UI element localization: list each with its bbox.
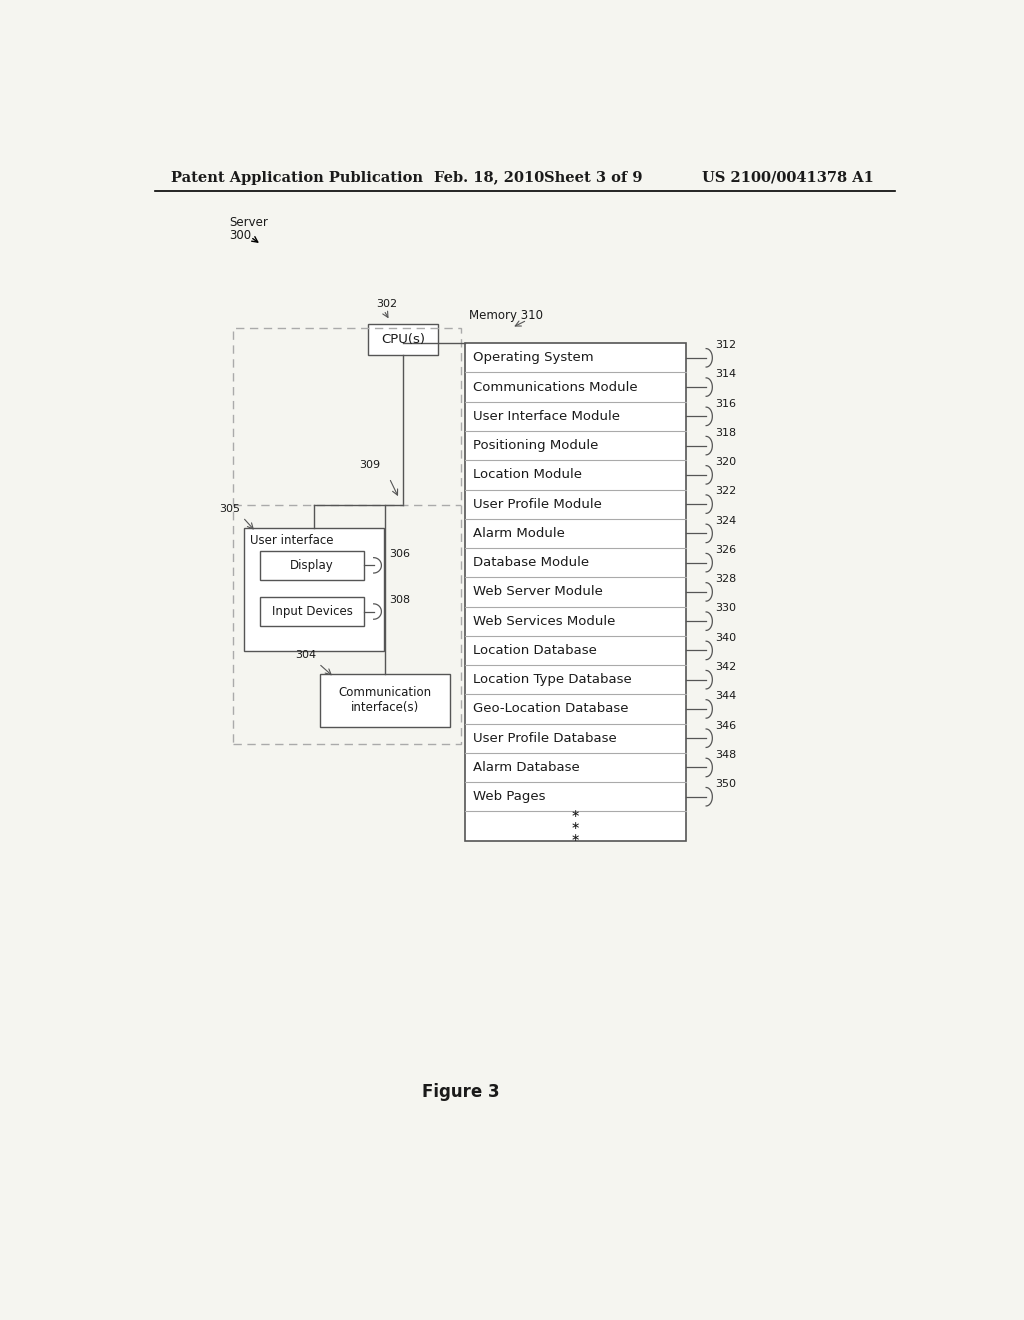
Text: User Profile Database: User Profile Database xyxy=(473,731,616,744)
Text: 306: 306 xyxy=(389,549,411,560)
Text: 302: 302 xyxy=(376,298,397,309)
Text: User Profile Module: User Profile Module xyxy=(473,498,602,511)
Text: 309: 309 xyxy=(358,461,380,470)
Text: Alarm Module: Alarm Module xyxy=(473,527,565,540)
Text: CPU(s): CPU(s) xyxy=(381,333,425,346)
Text: 304: 304 xyxy=(295,651,316,660)
Text: Display: Display xyxy=(290,558,334,572)
Text: Location Database: Location Database xyxy=(473,644,597,657)
Text: 318: 318 xyxy=(716,428,736,438)
Text: Location Module: Location Module xyxy=(473,469,582,482)
Text: 340: 340 xyxy=(716,632,736,643)
Text: Sheet 3 of 9: Sheet 3 of 9 xyxy=(544,170,643,185)
Text: 350: 350 xyxy=(716,779,736,789)
Text: Location Type Database: Location Type Database xyxy=(473,673,632,686)
Text: User Interface Module: User Interface Module xyxy=(473,409,620,422)
Bar xyxy=(369,323,438,355)
Text: Geo-Location Database: Geo-Location Database xyxy=(473,702,629,715)
Text: 322: 322 xyxy=(716,487,736,496)
Bar xyxy=(245,528,384,651)
Text: Web Pages: Web Pages xyxy=(473,791,546,804)
Text: Communications Module: Communications Module xyxy=(473,380,638,393)
Text: Communication
interface(s): Communication interface(s) xyxy=(338,686,431,714)
Text: Positioning Module: Positioning Module xyxy=(473,440,598,453)
Text: Web Server Module: Web Server Module xyxy=(473,585,603,598)
Text: 320: 320 xyxy=(716,457,736,467)
Text: Web Services Module: Web Services Module xyxy=(473,615,615,628)
Text: 324: 324 xyxy=(716,516,736,525)
Bar xyxy=(232,327,461,743)
Text: 314: 314 xyxy=(716,370,736,379)
Bar xyxy=(260,552,365,579)
Text: 316: 316 xyxy=(716,399,736,409)
Text: 326: 326 xyxy=(716,545,736,554)
Bar xyxy=(465,343,686,841)
Text: Memory 310: Memory 310 xyxy=(469,309,543,322)
Text: ∗
∗
∗: ∗ ∗ ∗ xyxy=(570,809,581,843)
Text: 330: 330 xyxy=(716,603,736,614)
Bar xyxy=(260,598,365,626)
Text: US 2100/0041378 A1: US 2100/0041378 A1 xyxy=(701,170,873,185)
Text: 342: 342 xyxy=(716,663,736,672)
Text: 328: 328 xyxy=(716,574,736,585)
Text: Input Devices: Input Devices xyxy=(271,605,352,618)
Text: Feb. 18, 2010: Feb. 18, 2010 xyxy=(434,170,545,185)
Text: 300: 300 xyxy=(228,228,251,242)
Text: 344: 344 xyxy=(716,692,736,701)
Text: Server: Server xyxy=(228,216,267,230)
Text: 348: 348 xyxy=(716,750,736,760)
Text: 346: 346 xyxy=(716,721,736,730)
Text: Figure 3: Figure 3 xyxy=(423,1082,500,1101)
Text: 312: 312 xyxy=(716,341,736,350)
Text: 305: 305 xyxy=(219,504,241,515)
Text: 308: 308 xyxy=(389,595,411,606)
Text: User interface: User interface xyxy=(251,535,334,548)
Text: Patent Application Publication: Patent Application Publication xyxy=(171,170,423,185)
Text: Database Module: Database Module xyxy=(473,556,589,569)
Text: Operating System: Operating System xyxy=(473,351,594,364)
Text: Alarm Database: Alarm Database xyxy=(473,760,580,774)
Bar xyxy=(321,675,450,726)
